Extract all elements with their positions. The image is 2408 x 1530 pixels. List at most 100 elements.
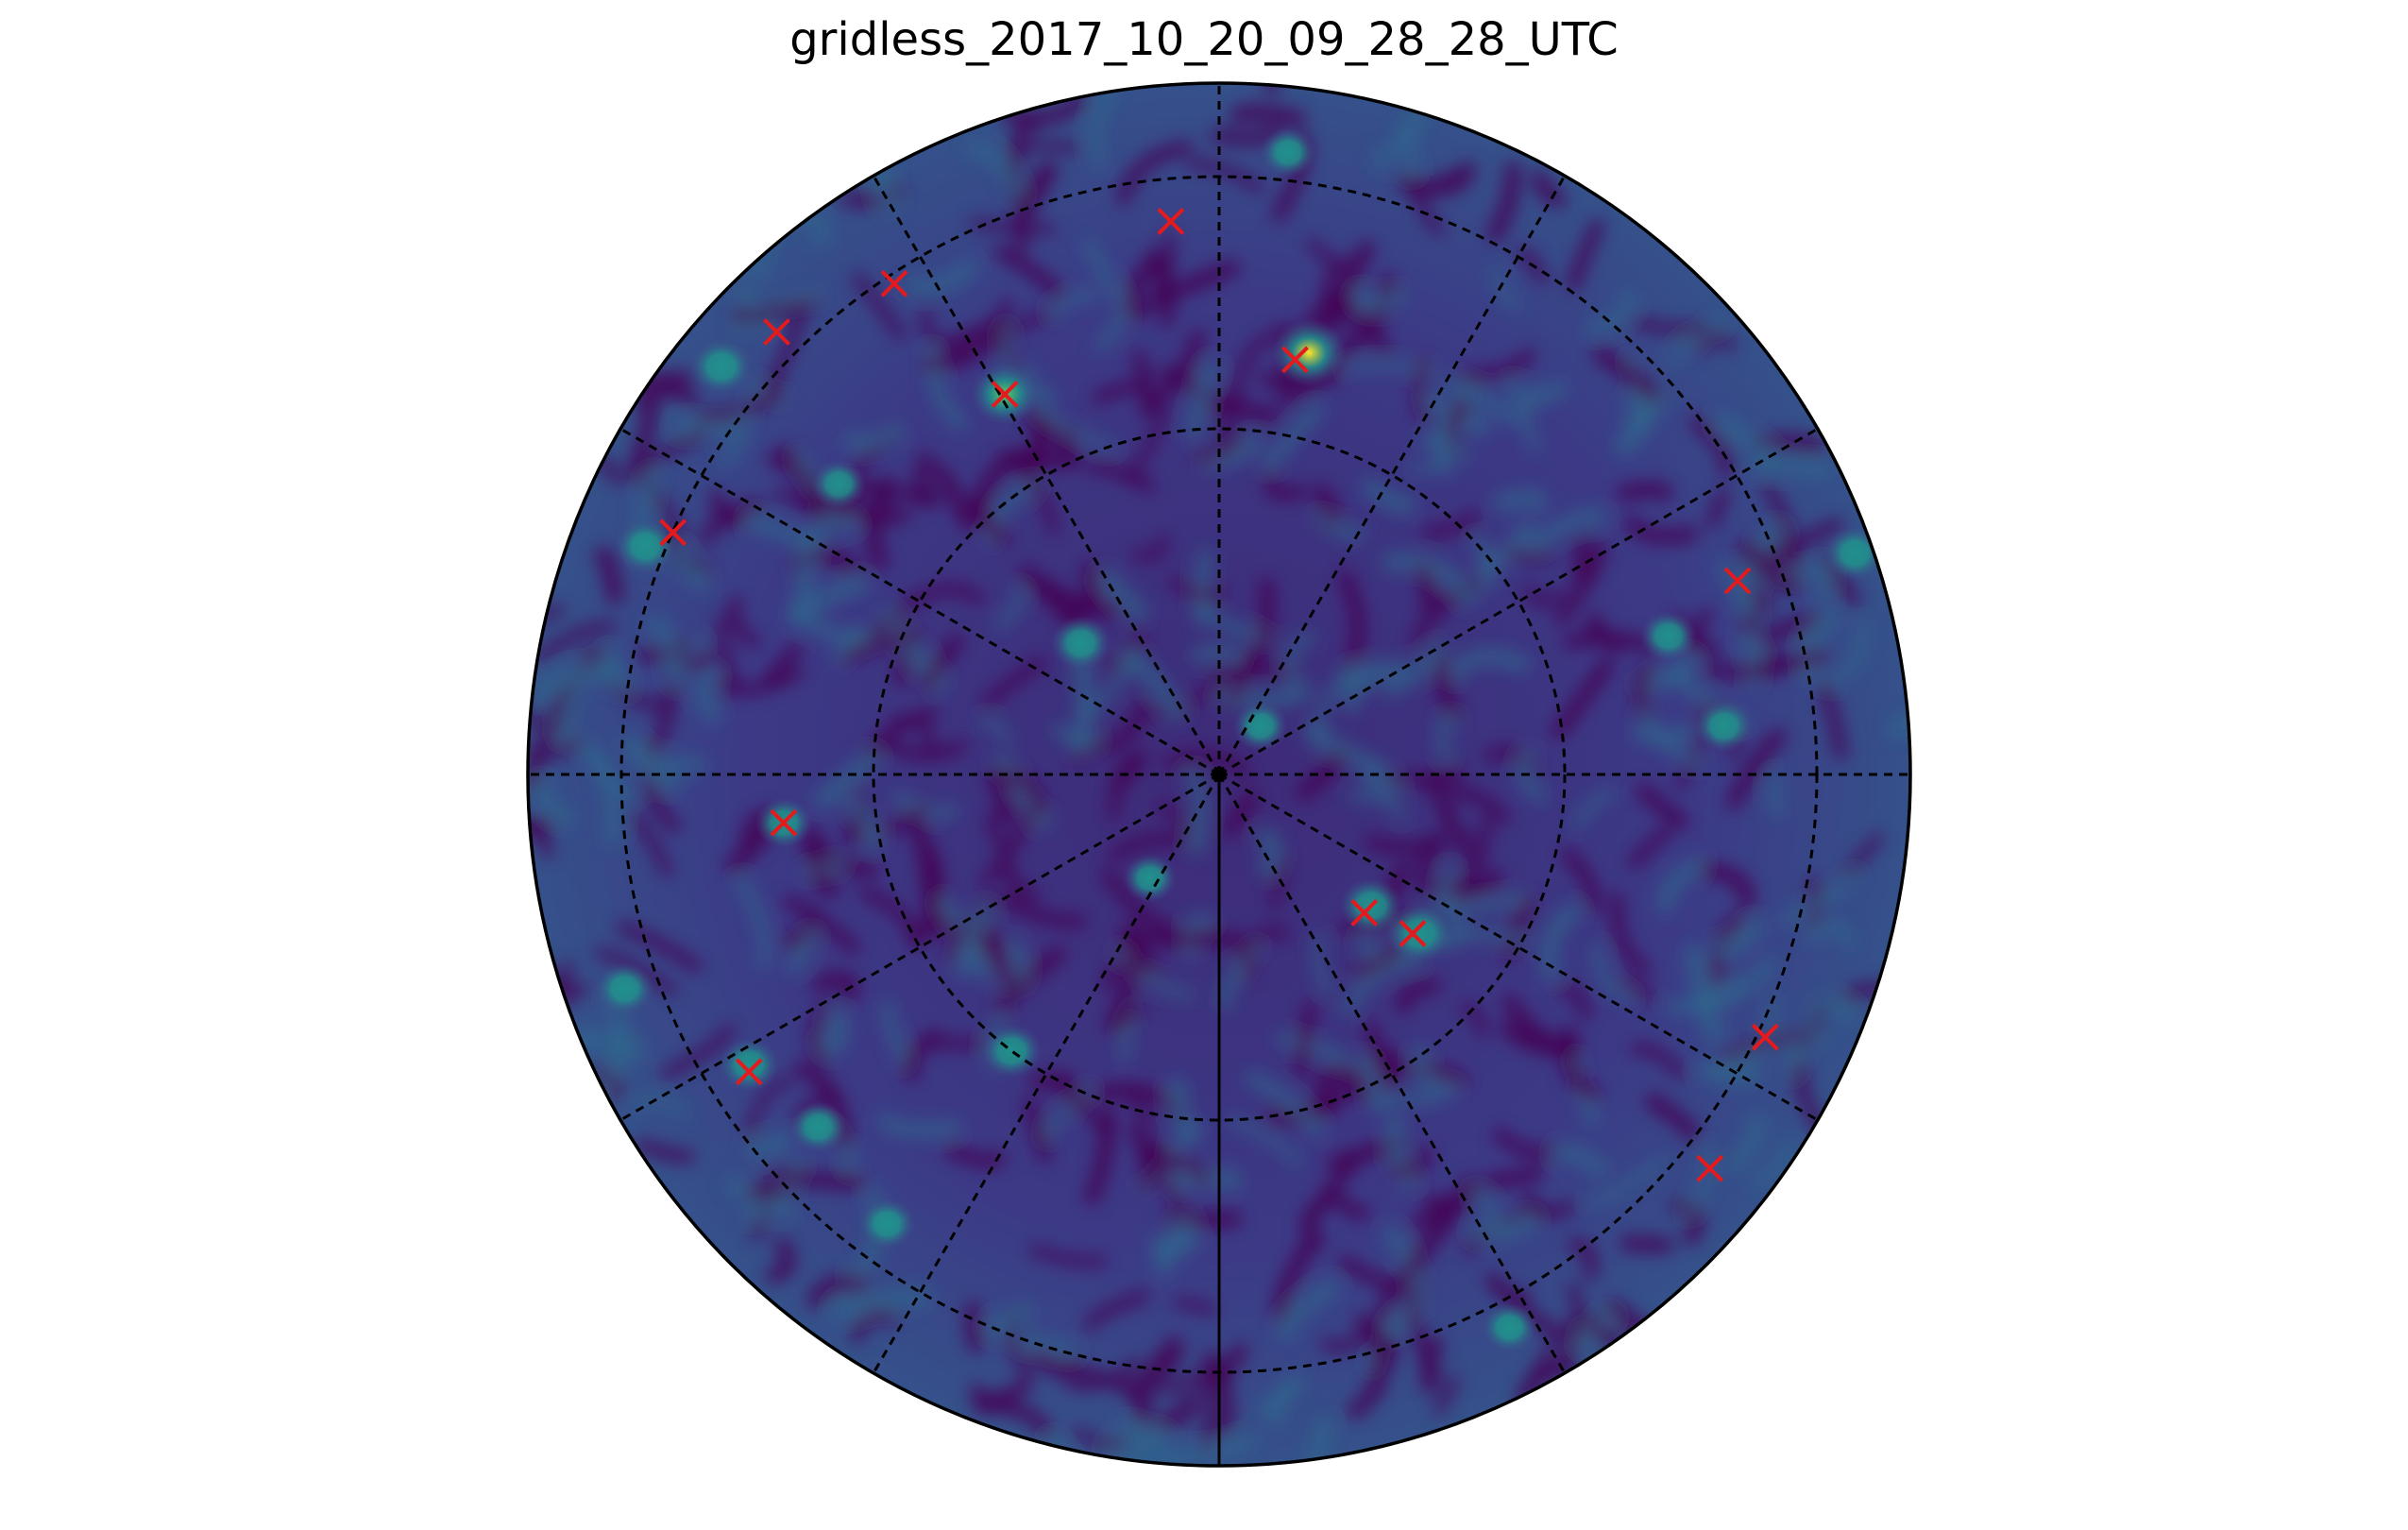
marker-stroke xyxy=(1751,1023,1779,1051)
sky-texture-stroke xyxy=(1424,390,1491,436)
source-marker xyxy=(991,380,1019,408)
sky-texture-stroke xyxy=(1516,246,1548,284)
sky-texture-stroke xyxy=(1352,287,1404,314)
sky-texture-stroke xyxy=(1015,162,1054,253)
sky-texture-stroke xyxy=(1348,791,1407,822)
sky-texture-stroke xyxy=(1586,1157,1667,1208)
sky-texture-stroke xyxy=(1102,868,1174,934)
sky-texture-stroke xyxy=(731,298,819,323)
sky-texture-stroke xyxy=(1144,330,1205,414)
sky-texture-stroke xyxy=(1203,1351,1234,1436)
sky-texture-stroke xyxy=(1263,83,1284,94)
sky-texture-stroke xyxy=(1738,538,1802,593)
sky-texture-stroke xyxy=(921,634,964,689)
sky-texture-stroke xyxy=(844,793,883,851)
sky-texture-stroke xyxy=(763,313,805,397)
sky-texture-stroke xyxy=(1337,273,1397,356)
sky-texture-stroke xyxy=(990,778,1019,824)
sky-texture-stroke xyxy=(1688,416,1733,478)
sky-texture-stroke xyxy=(1229,331,1276,403)
sky-texture-stroke xyxy=(1114,947,1196,1000)
sky-texture-stroke xyxy=(1504,548,1554,562)
sky-texture-stroke xyxy=(1214,395,1234,444)
sky-texture-stroke xyxy=(1460,1003,1488,1038)
sky-texture-stroke xyxy=(1492,1128,1558,1160)
sky-texture-stroke xyxy=(998,893,1087,928)
sky-texture-stroke xyxy=(987,807,1012,854)
sky-texture-stroke xyxy=(1264,474,1308,501)
sky-texture-stroke xyxy=(534,621,616,663)
sky-texture-stroke xyxy=(1015,464,1059,536)
sky-texture-stroke xyxy=(1616,482,1672,502)
marker-stroke xyxy=(735,1058,763,1086)
sky-texture-stroke xyxy=(1707,488,1731,529)
source-marker xyxy=(1281,346,1309,374)
sky-texture-stroke xyxy=(969,219,1057,234)
sky-texture-stroke xyxy=(1716,560,1760,623)
sky-texture-stroke xyxy=(1116,647,1187,722)
sky-texture-stroke xyxy=(528,604,565,672)
sky-texture-stroke xyxy=(1086,461,1156,493)
sky-texture-stroke xyxy=(859,887,923,941)
sky-texture-stroke xyxy=(801,575,870,618)
bright-source xyxy=(690,338,753,395)
sky-texture-stroke xyxy=(1319,261,1344,334)
sky-texture-stroke xyxy=(1468,1186,1504,1235)
sky-texture-stroke xyxy=(779,445,822,517)
sky-texture-stroke xyxy=(1413,355,1430,421)
sky-texture-stroke xyxy=(787,604,882,650)
sky-texture-stroke xyxy=(1094,309,1131,352)
sky-texture-stroke xyxy=(1557,984,1592,1021)
polar-grid xyxy=(528,83,1910,1466)
sky-texture-stroke xyxy=(701,500,766,546)
bright-source xyxy=(1271,318,1348,387)
sky-texture-stroke xyxy=(763,642,803,688)
sky-texture-stroke xyxy=(1348,1376,1386,1420)
sky-texture-stroke xyxy=(993,244,1064,299)
sky-texture-stroke xyxy=(1157,1375,1207,1396)
sky-texture-stroke xyxy=(1131,535,1168,561)
sky-texture-stroke xyxy=(1409,175,1445,236)
sky-texture-stroke xyxy=(1323,1187,1370,1220)
sky-texture-stroke xyxy=(881,1000,911,1068)
sky-texture-stroke xyxy=(1592,346,1661,404)
sky-texture-stroke xyxy=(1417,432,1470,462)
sky-texture-stroke xyxy=(806,1275,869,1309)
source-marker xyxy=(1723,567,1752,595)
sky-texture-stroke xyxy=(1636,782,1689,829)
sky-texture-stroke xyxy=(1709,918,1765,960)
sky-texture-stroke xyxy=(534,778,576,826)
sky-texture-stroke xyxy=(1484,1165,1544,1189)
sky-texture-stroke xyxy=(647,614,686,688)
bright-source xyxy=(811,459,867,509)
sky-texture-stroke xyxy=(1296,747,1349,800)
source-marker xyxy=(735,1058,763,1086)
source-marker xyxy=(659,518,687,547)
sky-texture-stroke xyxy=(969,491,1010,546)
sky-texture-stroke xyxy=(1375,1094,1438,1108)
sky-texture-stroke xyxy=(1656,857,1709,914)
sky-texture-stroke xyxy=(1390,1146,1433,1178)
sky-image xyxy=(528,83,1910,1466)
sky-texture-stroke xyxy=(1683,1144,1716,1218)
sky-texture-stroke xyxy=(1259,1382,1294,1417)
sky-texture-stroke xyxy=(1666,314,1727,367)
sky-texture-stroke xyxy=(1023,1096,1052,1164)
marker-stroke xyxy=(1723,567,1752,595)
sky-texture-stroke xyxy=(1631,317,1710,335)
sky-texture-stroke xyxy=(841,627,923,664)
azimuth-grid-line xyxy=(1217,175,1567,775)
sky-texture-stroke xyxy=(1031,1349,1082,1379)
sky-texture-stroke xyxy=(1356,1055,1388,1114)
sky-texture-stroke xyxy=(1726,728,1787,810)
sky-texture-stroke xyxy=(979,812,1038,889)
sky-texture-stroke xyxy=(986,1302,1033,1338)
sky-texture-stroke xyxy=(1415,565,1439,610)
sky-texture-stroke xyxy=(1028,1245,1108,1267)
sky-texture-stroke xyxy=(1567,218,1604,292)
sky-texture-stroke xyxy=(1150,260,1240,306)
sky-texture-stroke xyxy=(876,1113,961,1139)
chart-title: gridless_2017_10_20_09_28_28_UTC xyxy=(789,13,1619,66)
sky-texture-stroke xyxy=(528,735,581,759)
